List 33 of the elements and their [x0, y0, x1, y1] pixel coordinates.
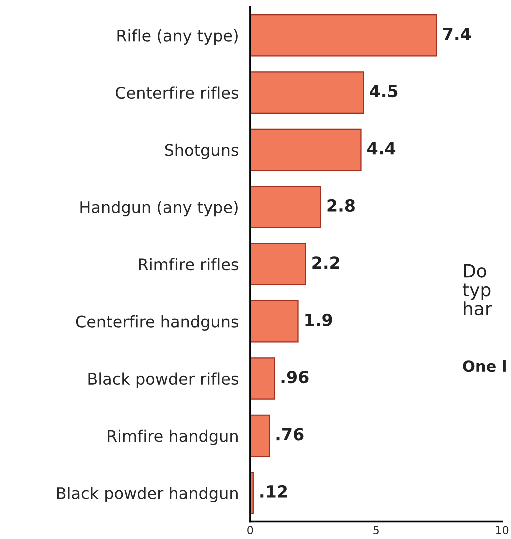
x-tick-label: 5: [374, 526, 379, 535]
y-tick-label: Rimfire handgun: [108, 430, 238, 446]
annotation: One l: [463, 360, 506, 372]
data-label: 7.4: [443, 28, 472, 40]
data-label: .96: [282, 371, 309, 384]
bar: [250, 128, 362, 172]
data-label: 1.9: [306, 314, 332, 326]
y-tick-label: Rifle (any type): [118, 30, 238, 45]
y-tick-label: Centerfire handguns: [76, 316, 238, 331]
x-tick-label: 10: [496, 526, 509, 535]
data-label: 4.5: [370, 85, 398, 98]
bar: [250, 243, 306, 286]
data-label: 4.4: [368, 142, 396, 155]
y-tick-label: Rimfire rifles: [139, 258, 238, 271]
bar: [250, 300, 299, 343]
data-label: .12: [260, 485, 288, 498]
bar: [250, 414, 270, 458]
data-label: .76: [276, 428, 304, 441]
data-label: 2.2: [312, 256, 340, 269]
bar: [250, 358, 276, 400]
annotation: Do: [464, 264, 486, 278]
y-tick-label: Shotguns: [165, 144, 238, 160]
annotation: har: [464, 302, 492, 316]
bar: [250, 72, 364, 114]
x-tick-label: 0: [248, 526, 254, 535]
y-tick-label: Handgun (any type): [80, 201, 238, 217]
y-tick-label: Black powder rifles: [88, 372, 238, 388]
y-tick-label: Centerfire rifles: [116, 86, 238, 100]
bar: [250, 186, 322, 228]
y-tick-label: Black powder handgun: [57, 487, 238, 503]
annotation: typ: [462, 284, 491, 300]
bar: [250, 14, 438, 57]
data-label: 2.8: [328, 199, 355, 212]
